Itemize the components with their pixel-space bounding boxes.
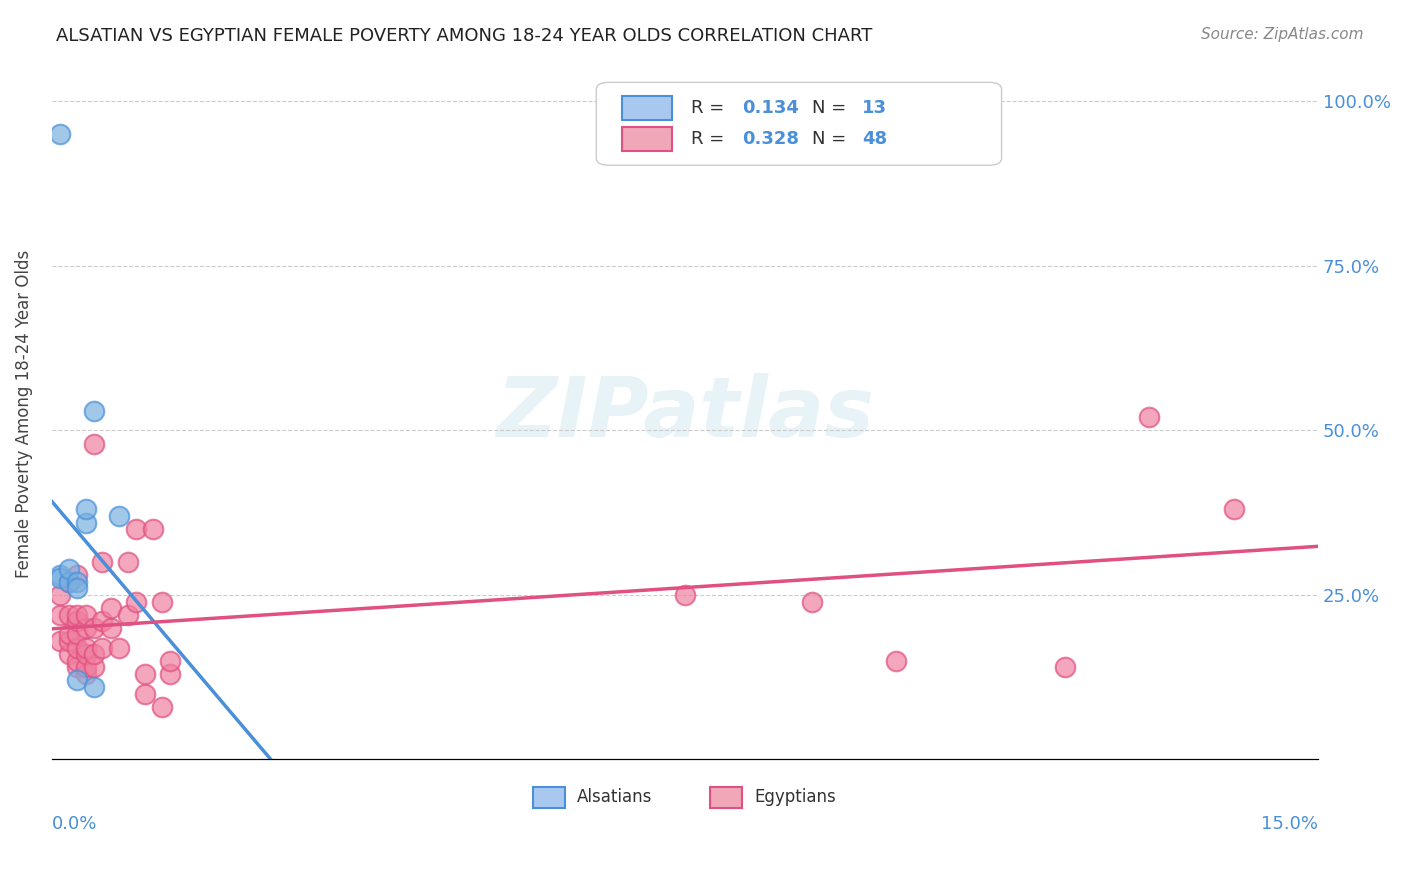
Point [108,508,131,523]
Text: 0.328: 0.328 [742,130,799,148]
Point [125,522,148,536]
Point [159,654,181,668]
Point [66,660,89,674]
Point [117,555,139,569]
Point [83,647,105,661]
Point [75,647,97,661]
Text: 48: 48 [862,130,887,148]
Point [91,640,114,655]
Point [49,607,72,622]
Point [58,561,80,575]
Point [66,568,89,582]
Point [75,660,97,674]
Text: Egyptians: Egyptians [755,789,837,806]
Point [83,436,105,450]
Point [1137,410,1160,425]
Point [66,654,89,668]
Point [1053,660,1076,674]
Point [125,594,148,608]
Point [66,627,89,641]
FancyBboxPatch shape [596,82,1001,165]
Point [800,594,823,608]
Point [49,128,72,142]
Text: 0.134: 0.134 [742,99,799,117]
Point [75,640,97,655]
Point [75,502,97,516]
Point [58,574,80,589]
Point [58,607,80,622]
Point [66,673,89,688]
Point [66,640,89,655]
Point [100,621,122,635]
Point [83,660,105,674]
Point [142,522,165,536]
Point [49,568,72,582]
Point [66,614,89,628]
Text: Source: ZipAtlas.com: Source: ZipAtlas.com [1201,27,1364,42]
Point [58,627,80,641]
Point [49,634,72,648]
Text: R =: R = [692,99,730,117]
Point [58,647,80,661]
Text: 0.0%: 0.0% [52,814,97,833]
Point [884,654,907,668]
Point [117,607,139,622]
Y-axis label: Female Poverty Among 18-24 Year Olds: Female Poverty Among 18-24 Year Olds [15,250,32,578]
Point [58,574,80,589]
FancyBboxPatch shape [533,787,565,808]
Point [83,403,105,417]
Point [75,516,97,530]
Text: N =: N = [811,99,852,117]
Point [1222,502,1244,516]
Point [150,594,173,608]
Point [58,634,80,648]
Point [134,687,156,701]
Point [83,621,105,635]
Point [66,574,89,589]
Point [159,667,181,681]
Point [66,582,89,596]
Point [100,601,122,615]
Text: Alsatians: Alsatians [578,789,652,806]
Point [134,667,156,681]
Point [83,680,105,694]
Point [75,667,97,681]
Text: 15.0%: 15.0% [1261,814,1319,833]
FancyBboxPatch shape [710,787,742,808]
Point [75,607,97,622]
Point [66,607,89,622]
Text: R =: R = [692,130,730,148]
FancyBboxPatch shape [621,128,672,152]
Text: 13: 13 [862,99,887,117]
Text: ZIPatlas: ZIPatlas [496,374,875,455]
Point [91,614,114,628]
Point [75,621,97,635]
Point [49,588,72,602]
Text: N =: N = [811,130,852,148]
FancyBboxPatch shape [621,96,672,120]
Point [108,640,131,655]
Point [673,588,696,602]
Point [49,572,72,586]
Point [91,555,114,569]
Point [150,699,173,714]
Text: ALSATIAN VS EGYPTIAN FEMALE POVERTY AMONG 18-24 YEAR OLDS CORRELATION CHART: ALSATIAN VS EGYPTIAN FEMALE POVERTY AMON… [56,27,873,45]
